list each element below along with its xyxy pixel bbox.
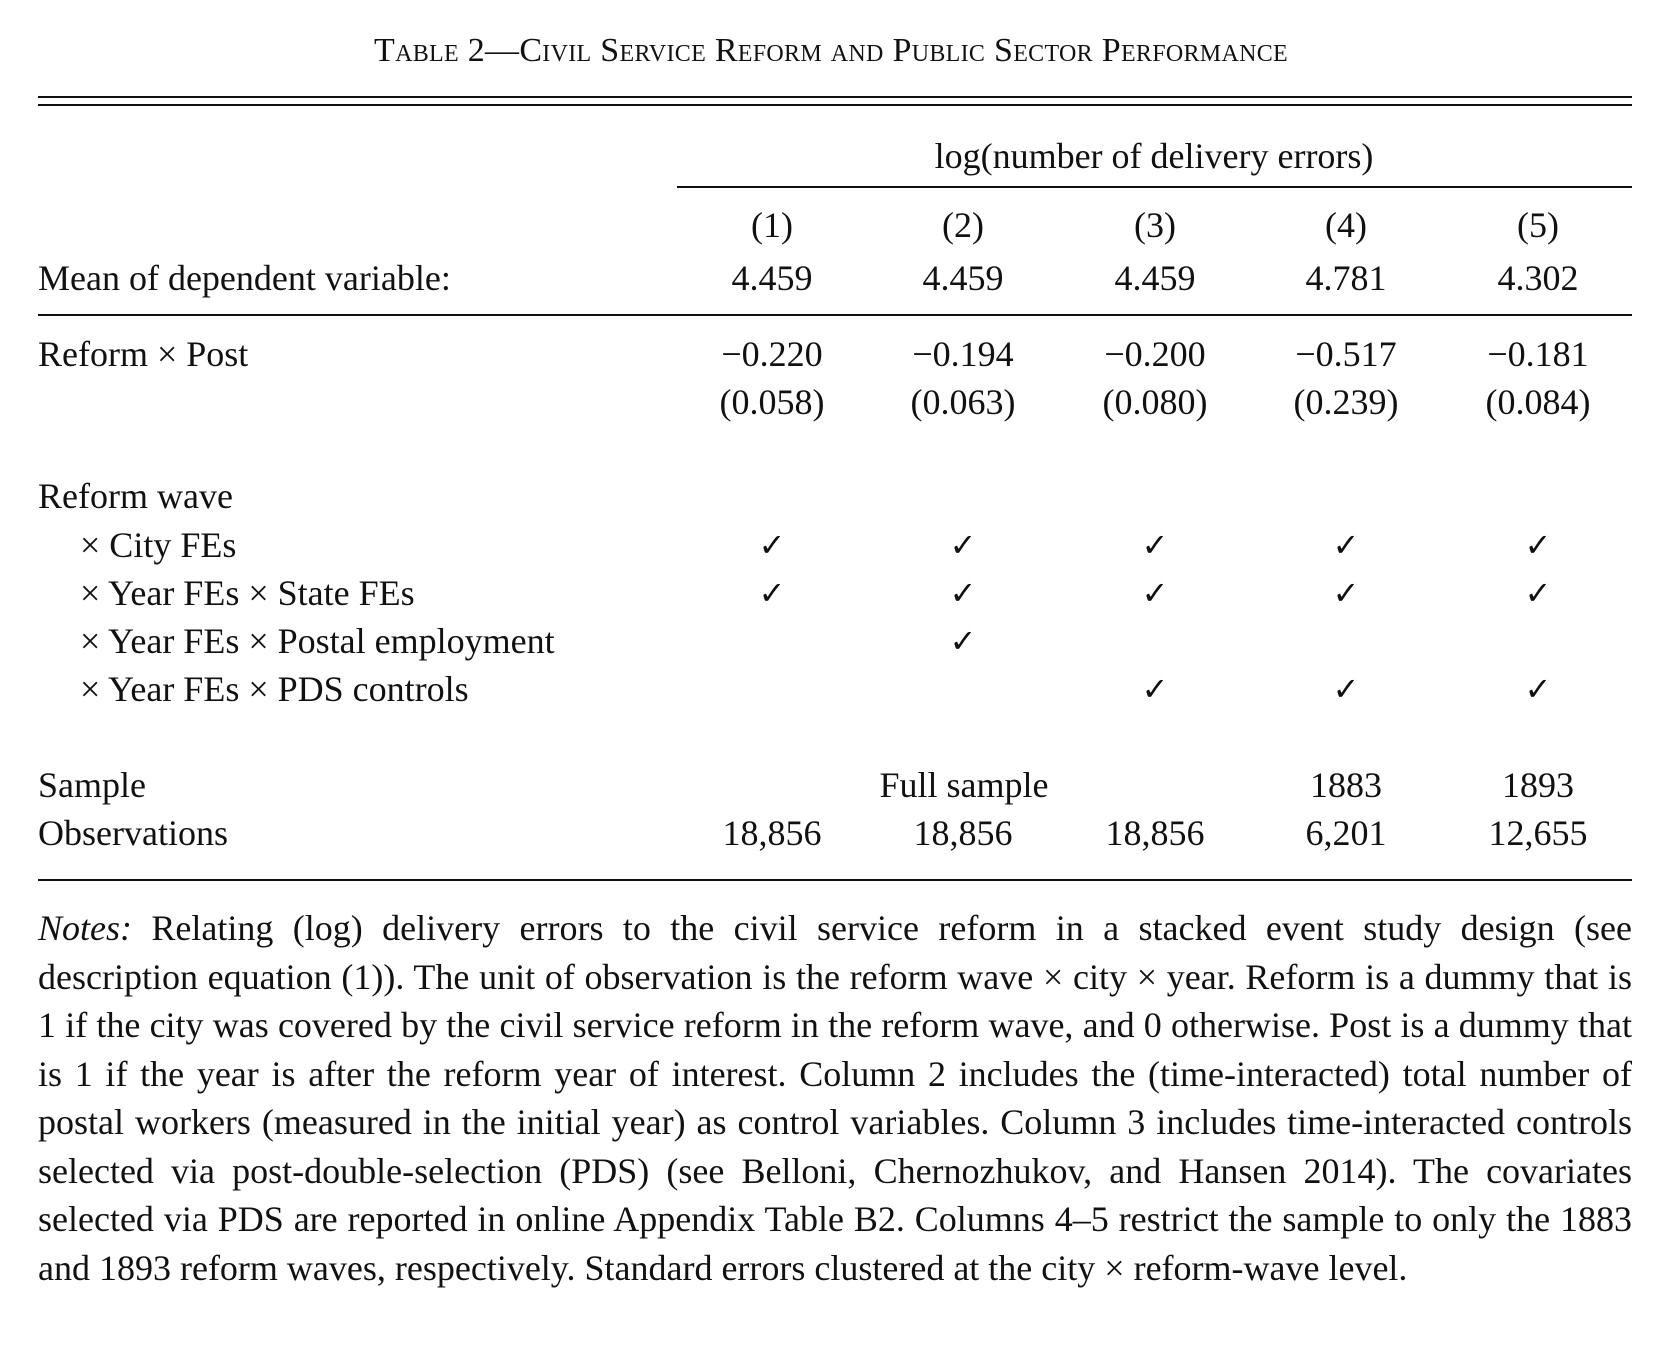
checkmark-icon: ✓ — [1332, 670, 1360, 708]
mean-value: 4.781 — [1305, 258, 1387, 298]
control-label: × Year FEs × Postal employment — [80, 621, 555, 661]
table-notes: Notes: Relating (log) delivery errors to… — [38, 904, 1632, 1292]
mean-value: 4.302 — [1497, 258, 1579, 298]
sample-full: Full sample — [879, 765, 1049, 805]
bottom-rule — [38, 879, 1632, 881]
standard-error: (0.063) — [910, 382, 1016, 422]
column-number-2: (2) — [942, 205, 984, 245]
sample-col-4: 1883 — [1310, 765, 1382, 805]
observations-value: 12,655 — [1488, 813, 1588, 853]
mean-value: 4.459 — [731, 258, 813, 298]
checkmark-icon: ✓ — [1524, 574, 1552, 612]
reform-post-label: Reform × Post — [38, 334, 249, 374]
observations-label: Observations — [38, 813, 228, 853]
notes-text: Relating (log) delivery errors to the ci… — [38, 908, 1633, 1288]
control-label: × City FEs — [80, 525, 237, 565]
coefficient: −0.181 — [1487, 334, 1589, 374]
sample-col-5: 1893 — [1502, 765, 1574, 805]
top-double-rule-upper — [38, 96, 1632, 98]
checkmark-icon: ✓ — [1332, 526, 1360, 564]
observations-value: 18,856 — [913, 813, 1013, 853]
checkmark-icon: ✓ — [758, 574, 786, 612]
checkmark-icon: ✓ — [1141, 526, 1169, 564]
standard-error: (0.239) — [1293, 382, 1399, 422]
coefficient: −0.194 — [912, 334, 1014, 374]
mid-rule — [38, 314, 1632, 316]
top-double-rule-lower — [38, 104, 1632, 106]
coefficient: −0.517 — [1295, 334, 1397, 374]
checkmark-icon: ✓ — [1332, 574, 1360, 612]
coefficient: −0.200 — [1104, 334, 1206, 374]
checkmark-icon: ✓ — [758, 526, 786, 564]
controls-header: Reform wave — [38, 476, 233, 516]
standard-error: (0.084) — [1485, 382, 1591, 422]
column-number-4: (4) — [1325, 205, 1367, 245]
control-label: × Year FEs × State FEs — [80, 573, 415, 613]
header-underline — [677, 186, 1632, 188]
checkmark-icon: ✓ — [1524, 670, 1552, 708]
column-number-1: (1) — [751, 205, 793, 245]
coefficient: −0.220 — [721, 334, 823, 374]
column-number-5: (5) — [1517, 205, 1559, 245]
checkmark-icon: ✓ — [1141, 574, 1169, 612]
observations-value: 18,856 — [722, 813, 822, 853]
dependent-variable-header: log(number of delivery errors) — [934, 136, 1374, 176]
mean-row-label: Mean of dependent variable: — [38, 258, 451, 298]
checkmark-icon: ✓ — [1141, 670, 1169, 708]
table-title: Table 2—Civil Service Reform and Public … — [374, 32, 1288, 69]
checkmark-icon: ✓ — [949, 574, 977, 612]
standard-error: (0.058) — [719, 382, 825, 422]
checkmark-icon: ✓ — [949, 526, 977, 564]
observations-value: 6,201 — [1305, 813, 1387, 853]
checkmark-icon: ✓ — [1524, 526, 1552, 564]
observations-value: 18,856 — [1105, 813, 1205, 853]
mean-value: 4.459 — [922, 258, 1004, 298]
notes-lead: Notes: — [38, 908, 132, 948]
column-number-3: (3) — [1134, 205, 1176, 245]
standard-error: (0.080) — [1102, 382, 1208, 422]
checkmark-icon: ✓ — [949, 622, 977, 660]
mean-value: 4.459 — [1114, 258, 1196, 298]
sample-row-label: Sample — [38, 765, 146, 805]
control-label: × Year FEs × PDS controls — [80, 669, 469, 709]
